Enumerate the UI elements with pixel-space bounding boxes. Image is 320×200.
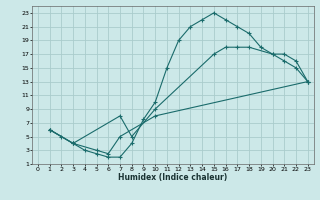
X-axis label: Humidex (Indice chaleur): Humidex (Indice chaleur) <box>118 173 228 182</box>
